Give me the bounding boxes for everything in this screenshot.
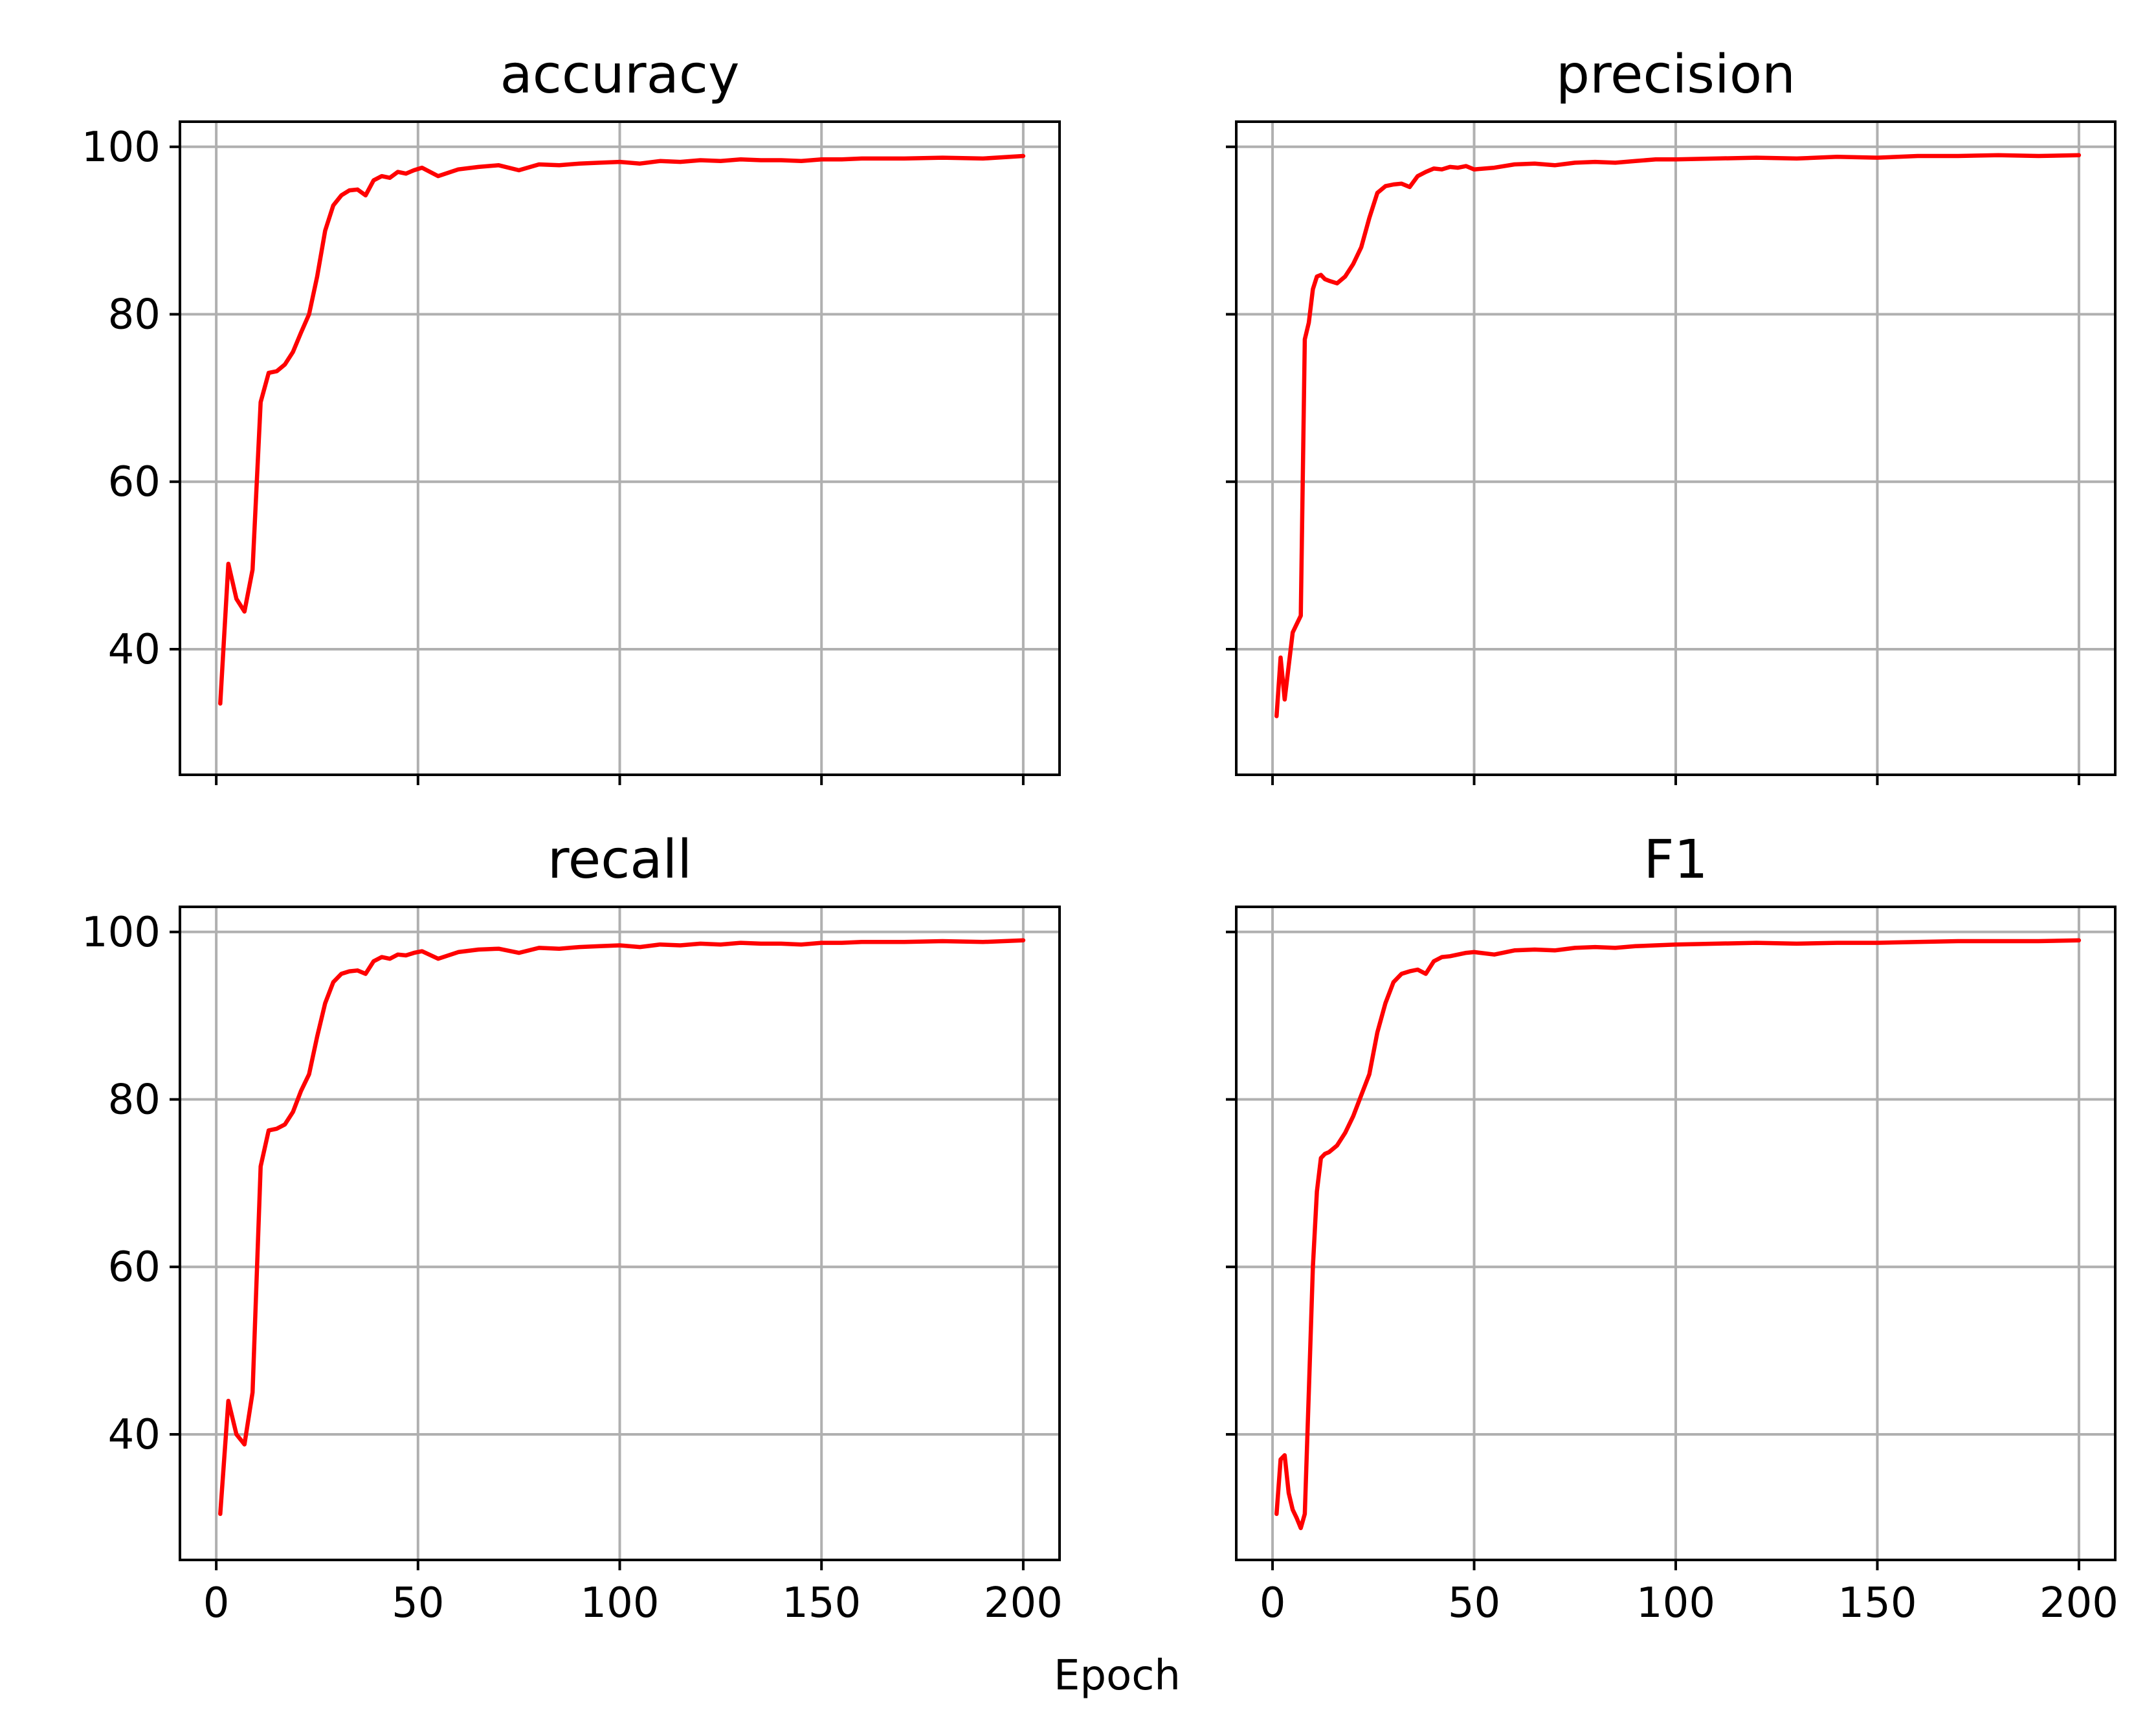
- accuracy-title: accuracy: [500, 44, 740, 106]
- f1-x-tick-label: 0: [1260, 1579, 1286, 1627]
- subplot-grid: accuracy 40 60 80 100 precision recall 0 50 100 15…: [82, 44, 2118, 1627]
- accuracy-y-tick-label: 60: [108, 458, 161, 506]
- f1-panel: F1 0 50 100 150 200: [1226, 829, 2118, 1627]
- recall-panel: recall 0 50 100 150 200 40 60 80 100: [82, 829, 1063, 1627]
- recall-y-tick-label: 80: [108, 1076, 161, 1124]
- recall-x-tick-label: 0: [203, 1579, 230, 1627]
- f1-x-tick-label: 50: [1448, 1579, 1500, 1627]
- accuracy-y-tick-label: 80: [108, 291, 161, 339]
- accuracy-y-tick-label: 100: [82, 124, 161, 172]
- accuracy-y-tick-label: 40: [108, 626, 161, 674]
- figure-x-axis-label: Epoch: [1054, 1652, 1181, 1700]
- accuracy-panel: accuracy 40 60 80 100: [82, 44, 1061, 785]
- recall-y-tick-label: 60: [108, 1243, 161, 1291]
- recall-series-line: [218, 938, 1026, 1517]
- recall-title: recall: [548, 829, 692, 891]
- f1-x-tick-label: 200: [2039, 1579, 2118, 1627]
- recall-y-tick-label: 40: [108, 1411, 161, 1459]
- f1-title: F1: [1643, 829, 1707, 891]
- recall-y-tick-label: 100: [82, 909, 161, 957]
- recall-x-tick-label: 150: [782, 1579, 861, 1627]
- recall-x-tick-label: 50: [392, 1579, 444, 1627]
- precision-title: precision: [1556, 44, 1795, 106]
- accuracy-series-line: [218, 153, 1026, 706]
- recall-x-tick-label: 200: [984, 1579, 1063, 1627]
- f1-x-tick-label: 150: [1838, 1579, 1917, 1627]
- f1-x-tick-label: 100: [1636, 1579, 1715, 1627]
- precision-series-line: [1274, 153, 2082, 718]
- f1-series-line: [1274, 938, 2082, 1531]
- precision-panel: precision: [1226, 44, 2117, 785]
- recall-x-tick-label: 100: [580, 1579, 659, 1627]
